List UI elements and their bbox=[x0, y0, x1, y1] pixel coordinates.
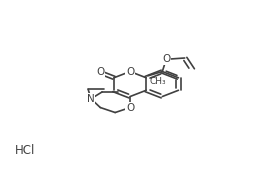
Text: HCl: HCl bbox=[15, 144, 35, 157]
Text: O: O bbox=[96, 67, 104, 77]
Text: N: N bbox=[87, 94, 95, 104]
Text: O: O bbox=[126, 66, 134, 76]
Text: O: O bbox=[126, 103, 134, 113]
Text: CH₃: CH₃ bbox=[149, 77, 166, 86]
Text: O: O bbox=[162, 54, 170, 64]
